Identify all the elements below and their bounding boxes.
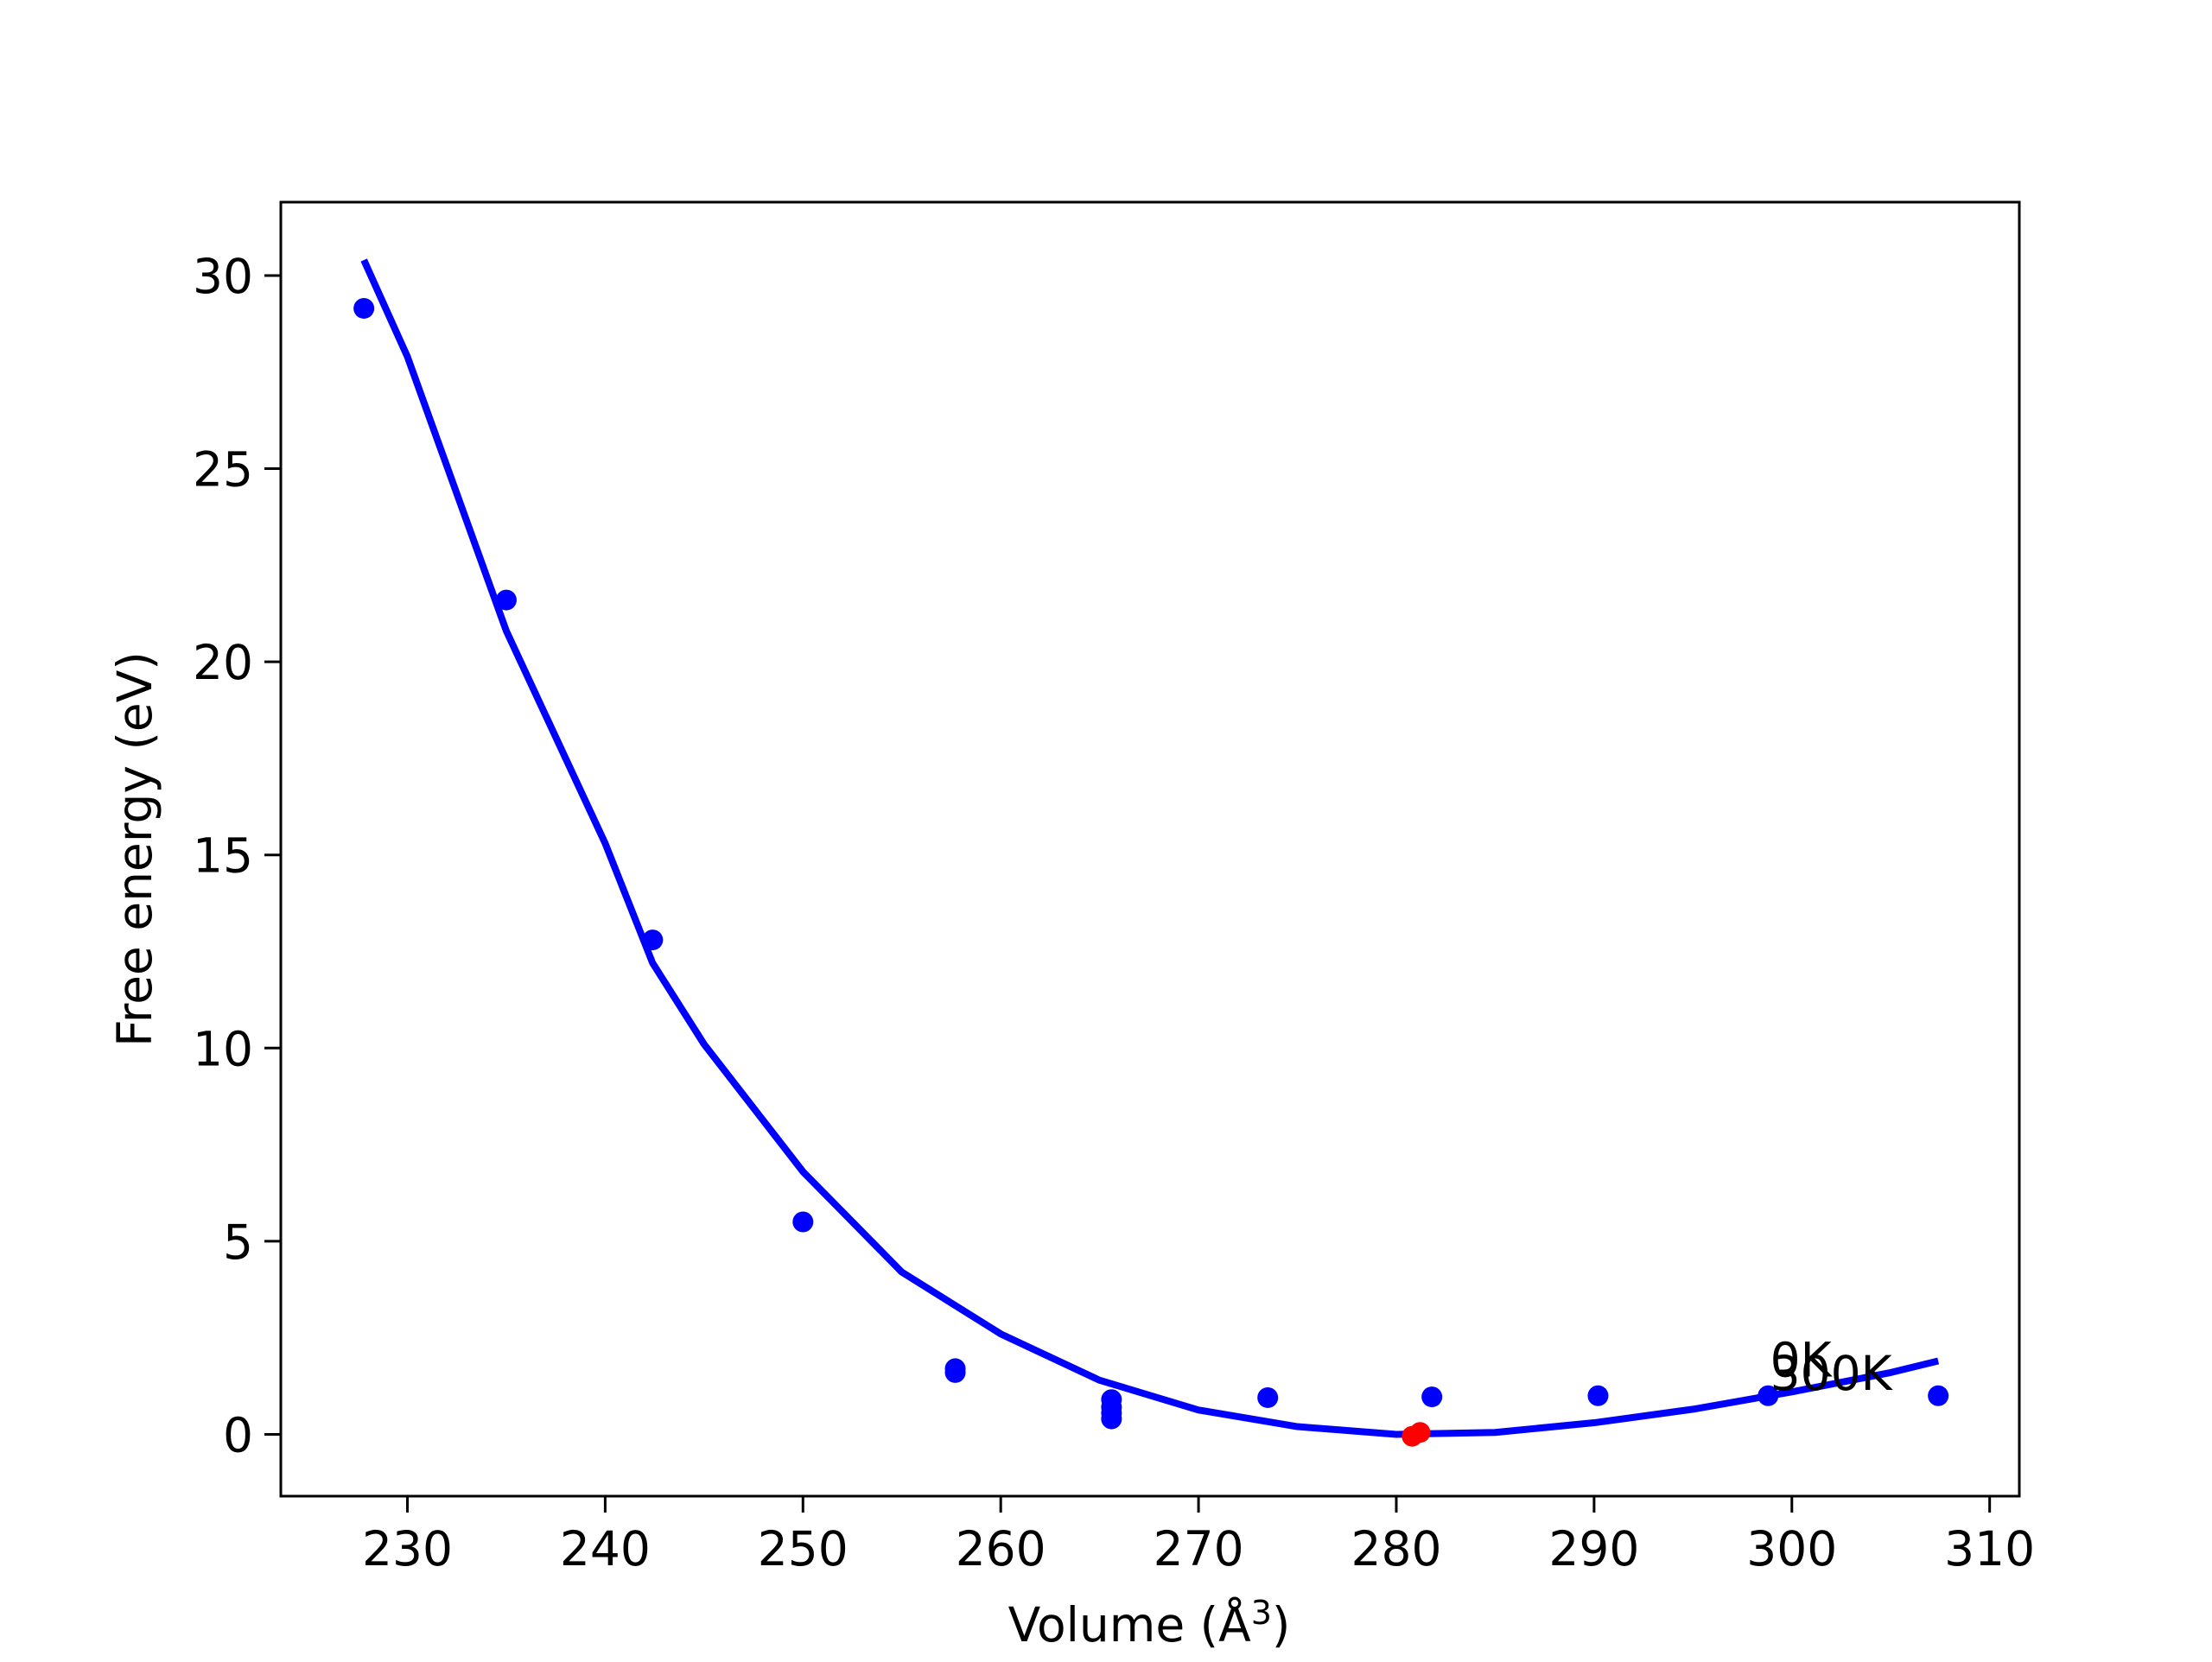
y-tick-label: 10	[193, 1021, 253, 1076]
data-point	[1758, 1385, 1779, 1406]
x-axis-label-sup: 3	[1251, 1594, 1272, 1632]
x-tick-label: 290	[1548, 1521, 1639, 1576]
plot-frame	[279, 200, 2021, 1498]
annotation: 0K	[1770, 1332, 1834, 1387]
y-tick-label: 25	[193, 442, 253, 498]
y-tick-label: 30	[193, 249, 253, 304]
x-tick-label: 240	[560, 1521, 651, 1576]
data-point	[944, 1361, 966, 1383]
data-point	[792, 1211, 814, 1233]
x-tick-label: 230	[362, 1521, 453, 1576]
data-point	[1421, 1386, 1443, 1408]
y-tick-label: 15	[193, 828, 253, 884]
x-axis-label: Volume (Å3)	[1008, 1594, 1291, 1652]
data-point	[495, 589, 517, 611]
y-tick-label: 0	[223, 1407, 253, 1462]
data-point	[1257, 1386, 1279, 1408]
y-tick-label: 20	[193, 635, 253, 690]
x-tick-label: 280	[1351, 1521, 1441, 1576]
annotation: 300K	[1770, 1346, 1894, 1401]
y-tick-label: 5	[223, 1215, 253, 1270]
data-point	[1928, 1385, 1949, 1406]
data-point	[1587, 1385, 1609, 1406]
x-tick-label: 270	[1154, 1521, 1244, 1576]
x-tick-label: 250	[758, 1521, 849, 1576]
x-tick-label: 310	[1944, 1521, 2035, 1576]
x-tick-label: 300	[1746, 1521, 1837, 1576]
y-axis-label: Free energy (eV)	[107, 651, 162, 1047]
data-point	[1101, 1408, 1122, 1430]
x-axis-label-text: Volume (Å	[1008, 1596, 1251, 1652]
data-point	[353, 297, 375, 319]
data-point	[642, 929, 664, 951]
fit-curve	[360, 258, 1940, 1438]
data-point	[1409, 1422, 1431, 1443]
x-tick-label: 260	[956, 1521, 1046, 1576]
x-axis-label-end: )	[1272, 1597, 1290, 1652]
